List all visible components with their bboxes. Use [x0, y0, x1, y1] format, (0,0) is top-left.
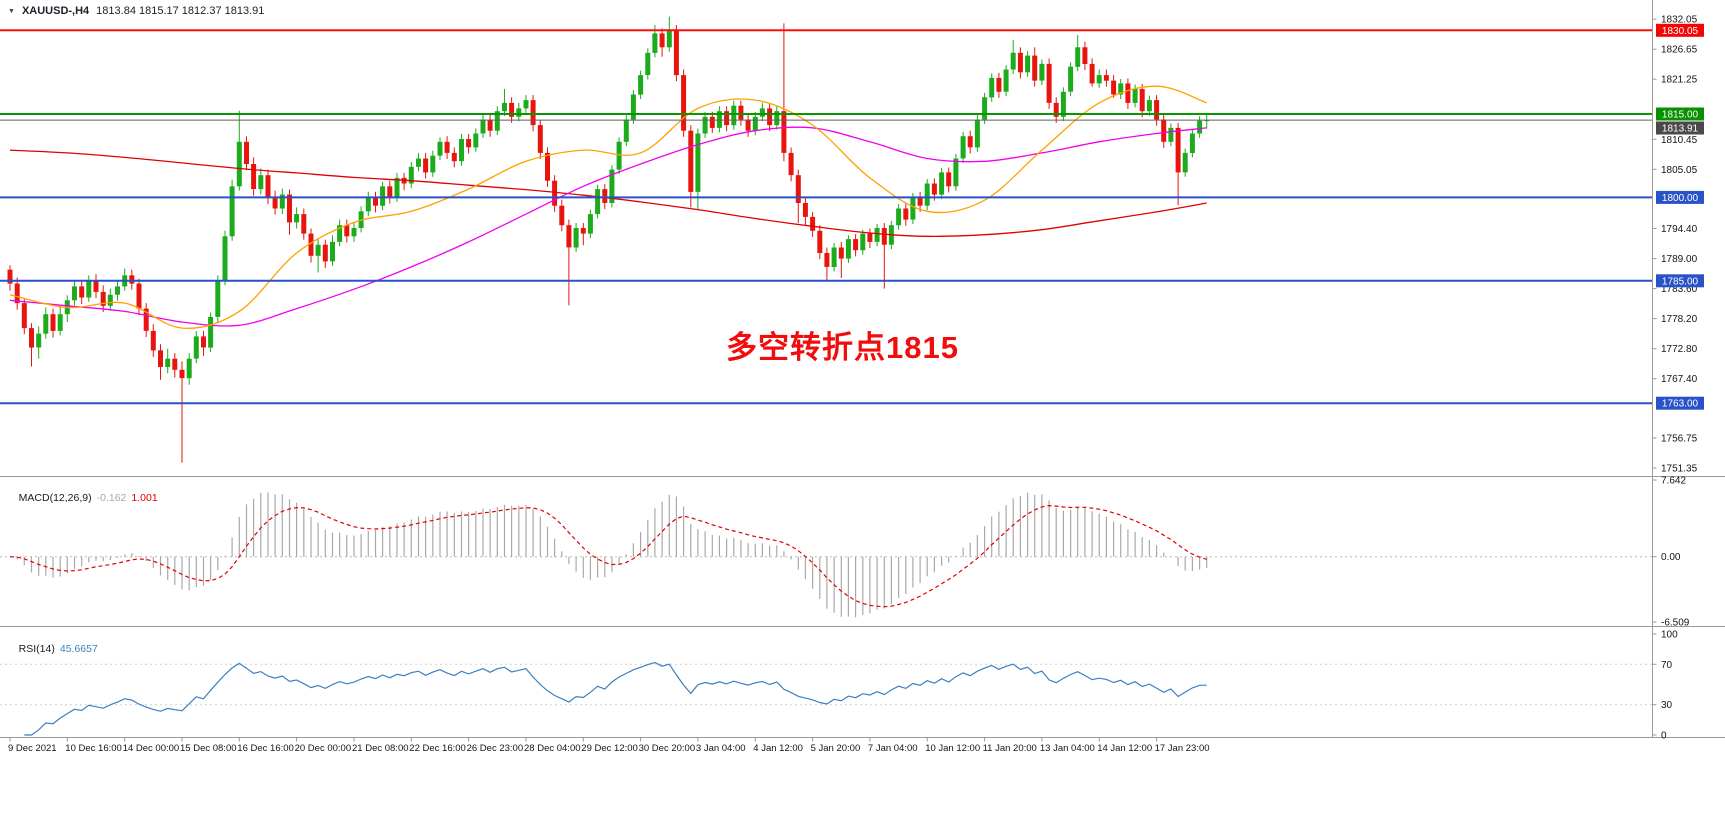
- macd-name: MACD(12,26,9): [18, 492, 92, 504]
- svg-text:70: 70: [1661, 660, 1673, 671]
- svg-text:22 Dec 16:00: 22 Dec 16:00: [409, 743, 466, 754]
- svg-text:10 Dec 16:00: 10 Dec 16:00: [65, 743, 122, 754]
- svg-text:10 Jan 12:00: 10 Jan 12:00: [925, 743, 980, 754]
- symbol-info: ▼ XAUUSD-,H4 1813.84 1815.17 1812.37 181…: [8, 5, 264, 17]
- svg-text:1783.60: 1783.60: [1661, 284, 1698, 295]
- svg-text:30 Dec 20:00: 30 Dec 20:00: [639, 743, 696, 754]
- svg-text:1763.00: 1763.00: [1662, 399, 1699, 410]
- svg-text:100: 100: [1661, 630, 1678, 641]
- svg-text:1767.40: 1767.40: [1661, 374, 1698, 385]
- macd-axis: 7.642 0.00 -6.509: [1652, 476, 1690, 629]
- svg-text:1751.35: 1751.35: [1661, 463, 1698, 474]
- macd-pane: [0, 492, 1653, 618]
- svg-text:1789.00: 1789.00: [1661, 254, 1698, 265]
- svg-text:1813.91: 1813.91: [1662, 124, 1699, 135]
- svg-text:7.642: 7.642: [1661, 476, 1686, 487]
- time-axis[interactable]: 9 Dec 2021 10 Dec 16:00 14 Dec 00:00 15 Dec…: [8, 737, 1210, 755]
- price-badge: 1800.00: [1656, 190, 1704, 204]
- ma-magenta-line: [9, 126, 1207, 327]
- price-badge: 1763.00: [1656, 396, 1704, 410]
- svg-text:17 Jan 23:00: 17 Jan 23:00: [1155, 743, 1210, 754]
- svg-text:1815.00: 1815.00: [1662, 110, 1699, 121]
- svg-text:0.00: 0.00: [1661, 552, 1681, 563]
- ma-orange-line: [9, 85, 1207, 329]
- svg-text:1805.05: 1805.05: [1661, 165, 1698, 176]
- svg-text:1756.75: 1756.75: [1661, 433, 1698, 444]
- rsi-name: RSI(14): [18, 643, 55, 655]
- svg-text:5 Jan 20:00: 5 Jan 20:00: [811, 743, 861, 754]
- svg-text:28 Dec 04:00: 28 Dec 04:00: [524, 743, 581, 754]
- svg-text:29 Dec 12:00: 29 Dec 12:00: [581, 743, 638, 754]
- svg-text:13 Jan 04:00: 13 Jan 04:00: [1040, 743, 1095, 754]
- rsi-axis: 100 70 30 0: [1652, 630, 1678, 742]
- svg-text:1832.05: 1832.05: [1661, 15, 1698, 26]
- ohlc-quote: 1813.84 1815.17 1812.37 1813.91: [96, 5, 265, 17]
- svg-text:1785.00: 1785.00: [1662, 276, 1699, 287]
- macd-signal-line: [9, 504, 1207, 608]
- chart-menu-icon[interactable]: ▼: [8, 7, 15, 15]
- svg-text:20 Dec 00:00: 20 Dec 00:00: [295, 743, 352, 754]
- svg-text:4 Jan 12:00: 4 Jan 12:00: [753, 743, 803, 754]
- rsi-line: [24, 661, 1207, 736]
- svg-text:1778.20: 1778.20: [1661, 314, 1698, 325]
- price-badge: 1815.00: [1656, 107, 1704, 121]
- candles-layer: [7, 16, 1210, 463]
- price-badge: 1813.91: [1656, 121, 1704, 135]
- rsi-label: RSI(14) 45.6657: [7, 631, 103, 667]
- svg-text:1830.05: 1830.05: [1662, 26, 1699, 37]
- macd-signal-value: 1.001: [131, 492, 158, 504]
- svg-text:1810.45: 1810.45: [1661, 135, 1698, 146]
- price-axis-ticks: 1832.05 1826.65 1821.25 1810.45 1805.05 1794.…: [1652, 15, 1698, 474]
- svg-text:1794.40: 1794.40: [1661, 224, 1698, 235]
- svg-text:14 Jan 12:00: 14 Jan 12:00: [1097, 743, 1152, 754]
- rsi-value: 45.6657: [59, 643, 98, 655]
- svg-text:26 Dec 23:00: 26 Dec 23:00: [467, 743, 524, 754]
- svg-text:30: 30: [1661, 700, 1673, 711]
- svg-text:3 Jan 04:00: 3 Jan 04:00: [696, 743, 746, 754]
- svg-text:1772.80: 1772.80: [1661, 344, 1698, 355]
- horizontal-lines: [0, 29, 1653, 405]
- svg-text:14 Dec 00:00: 14 Dec 00:00: [123, 743, 180, 754]
- macd-main-value: -0.162: [96, 492, 127, 504]
- svg-text:21 Dec 08:00: 21 Dec 08:00: [352, 743, 409, 754]
- svg-text:1826.65: 1826.65: [1661, 45, 1698, 56]
- price-badge: 1785.00: [1656, 274, 1704, 288]
- svg-text:16 Dec 16:00: 16 Dec 16:00: [237, 743, 294, 754]
- svg-text:15 Dec 08:00: 15 Dec 08:00: [180, 743, 237, 754]
- symbol-period: XAUUSD-,H4: [21, 5, 90, 17]
- svg-text:-6.509: -6.509: [1661, 618, 1690, 629]
- svg-text:0: 0: [1661, 731, 1667, 742]
- svg-text:7 Jan 04:00: 7 Jan 04:00: [868, 743, 918, 754]
- svg-text:1800.00: 1800.00: [1662, 193, 1699, 204]
- rsi-pane: [0, 661, 1653, 736]
- macd-label: MACD(12,26,9) -0.162 1.001: [7, 480, 163, 516]
- svg-text:9 Dec 2021: 9 Dec 2021: [8, 743, 57, 754]
- svg-text:1821.25: 1821.25: [1661, 75, 1698, 86]
- price-badge: 1830.05: [1656, 23, 1704, 37]
- svg-text:11 Jan 20:00: 11 Jan 20:00: [983, 743, 1037, 754]
- annotation-text: 多空转折点1815: [726, 330, 959, 365]
